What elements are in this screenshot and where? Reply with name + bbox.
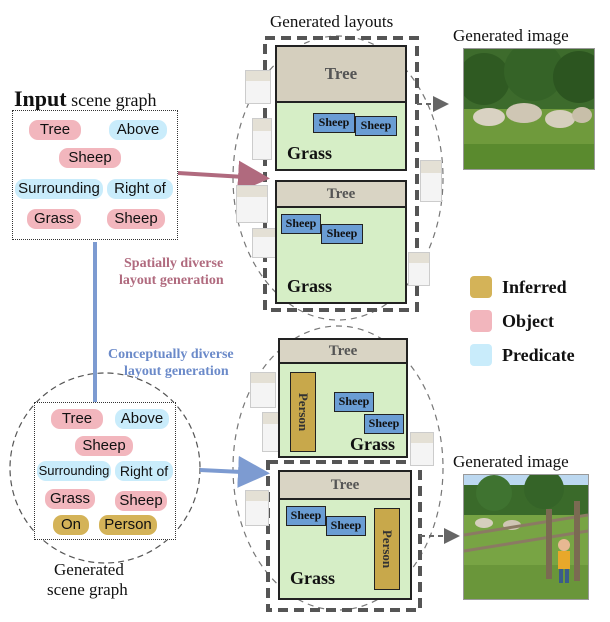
sg-cluster xyxy=(9,372,201,564)
legend-inferred-label: Inferred xyxy=(502,277,567,297)
gen-node-person: Person xyxy=(99,515,157,535)
photo-sheep-art xyxy=(464,49,594,169)
conceptual-arrow xyxy=(199,455,270,488)
generated-layouts-title: Generated layouts xyxy=(270,12,394,31)
generated-image-title-bottom: Generated image xyxy=(453,452,569,471)
layout-cluster-bottom xyxy=(232,325,444,611)
spatial-label-line1: Spatially diverse xyxy=(124,256,224,271)
generated-photo-person xyxy=(463,474,589,600)
layout-grass-label: Grass xyxy=(287,143,332,163)
gen-node-above: Above xyxy=(115,409,169,429)
layout-tree-region: Tree xyxy=(277,47,405,103)
layout-sheep-box: Sheep xyxy=(355,116,397,136)
layout-sheep-box: Sheep xyxy=(313,113,355,133)
input-scene-graph: Tree Above Sheep Surrounding Right of Gr… xyxy=(12,110,178,240)
ghost-layout xyxy=(420,160,442,202)
gen-node-surrounding: Surrounding xyxy=(37,461,111,481)
ghost-layout xyxy=(410,432,434,466)
generated-photo-sheep xyxy=(463,48,595,170)
gen-node-on: On xyxy=(53,515,89,535)
conceptual-label-line2: layout generation xyxy=(124,364,229,379)
ghost-layout xyxy=(245,70,271,104)
layout-grass-label: Grass xyxy=(287,276,332,296)
node-grass: Grass xyxy=(27,209,81,229)
layout-4: Tree Sheep Sheep Person Grass xyxy=(278,470,412,600)
legend-predicate-swatch xyxy=(470,344,492,366)
layout-person-box: Person xyxy=(290,372,316,452)
photo-person-art xyxy=(464,475,588,599)
layout-sheep-box: Sheep xyxy=(286,506,326,526)
generated-scene-graph: Tree Above Sheep Surrounding Right of Gr… xyxy=(34,402,176,540)
conceptual-label-line1: Conceptually diverse xyxy=(108,347,234,362)
spatial-label-line2: layout generation xyxy=(119,273,224,288)
node-sheep: Sheep xyxy=(59,148,121,168)
node-sheep-2: Sheep xyxy=(107,209,165,229)
layout-3: Tree Person Sheep Sheep Grass xyxy=(278,338,408,458)
layout-2: Tree Sheep Sheep Grass xyxy=(275,180,407,304)
layout-tree-region: Tree xyxy=(280,340,406,364)
layout-sheep-box: Sheep xyxy=(321,224,363,244)
legend-object-swatch xyxy=(470,310,492,332)
ghost-layout xyxy=(250,372,276,408)
layout-sheep-box: Sheep xyxy=(281,214,321,234)
layout-grass-label: Grass xyxy=(350,434,395,454)
layout-tree-region: Tree xyxy=(280,472,410,500)
layout-sheep-box: Sheep xyxy=(334,392,374,412)
node-tree: Tree xyxy=(29,120,81,140)
layout-sheep-box: Sheep xyxy=(364,414,404,434)
generated-sg-title-line1: Generated xyxy=(54,560,124,579)
layout-sheep-box: Sheep xyxy=(326,516,366,536)
node-above: Above xyxy=(109,120,167,140)
legend-inferred-swatch xyxy=(470,276,492,298)
input-scene-graph-title: Input scene graph xyxy=(14,86,157,111)
ghost-layout xyxy=(252,118,272,160)
node-right-of: Right of xyxy=(107,179,173,199)
gen-node-sheep-2: Sheep xyxy=(115,491,167,511)
ghost-layout xyxy=(408,252,430,286)
layout-grass-label: Grass xyxy=(290,568,335,588)
legend-predicate-label: Predicate xyxy=(502,345,575,365)
layout-1: Tree Sheep Sheep Grass xyxy=(275,45,407,171)
legend-object-label: Object xyxy=(502,311,554,331)
gen-node-sheep: Sheep xyxy=(75,436,133,456)
ghost-layout xyxy=(236,185,268,223)
gen-node-grass: Grass xyxy=(45,489,95,509)
layout-person-box: Person xyxy=(374,508,400,590)
node-surrounding: Surrounding xyxy=(15,179,103,199)
gen-node-tree: Tree xyxy=(51,409,103,429)
layout-tree-region: Tree xyxy=(277,182,405,208)
ghost-layout xyxy=(245,490,269,526)
generated-image-title-top: Generated image xyxy=(453,26,569,45)
ghost-layout xyxy=(252,228,276,258)
generated-sg-title-line2: scene graph xyxy=(47,580,128,599)
spatial-arrow xyxy=(177,160,270,193)
gen-node-right-of: Right of xyxy=(115,461,173,481)
